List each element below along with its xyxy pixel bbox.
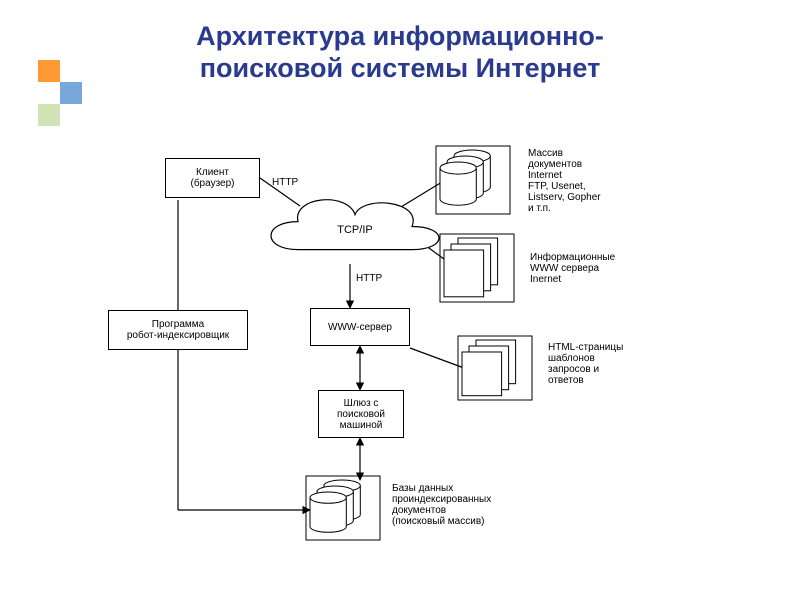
- label-db: Базы данных проиндексированных документо…: [392, 483, 491, 527]
- node-client: Клиент (браузер): [165, 158, 260, 198]
- node-robot-label: Программа робот-индексировщик: [127, 319, 229, 341]
- decor-square: [38, 60, 60, 82]
- cloud-label: TCP/IP: [337, 224, 372, 236]
- decor-square: [60, 82, 82, 104]
- label-doc-array: Массив документов Internet FTP, Usenet, …: [528, 148, 601, 214]
- slide-title: Архитектура информационно- поисковой сис…: [80, 20, 720, 85]
- title-line2: поисковой системы Интернет: [200, 53, 601, 83]
- slide: Архитектура информационно- поисковой сис…: [0, 0, 800, 600]
- node-www: WWW-сервер: [310, 308, 410, 346]
- label-http-2: HTTP: [356, 273, 382, 284]
- label-http-1: HTTP: [272, 177, 298, 188]
- label-html-tpl: HTML-страницы шаблонов запросов и ответо…: [548, 342, 623, 386]
- node-client-label: Клиент (браузер): [191, 167, 235, 189]
- node-gateway-label: Шлюз с поисковой машиной: [337, 398, 385, 431]
- cloud-node: TCP/IP: [280, 195, 430, 265]
- decor-square: [38, 104, 60, 126]
- node-www-label: WWW-сервер: [328, 322, 392, 333]
- label-info-www: Информационные WWW сервера Inernet: [530, 252, 615, 285]
- title-line1: Архитектура информационно-: [196, 21, 604, 51]
- node-gateway: Шлюз с поисковой машиной: [318, 390, 404, 438]
- node-robot: Программа робот-индексировщик: [108, 310, 248, 350]
